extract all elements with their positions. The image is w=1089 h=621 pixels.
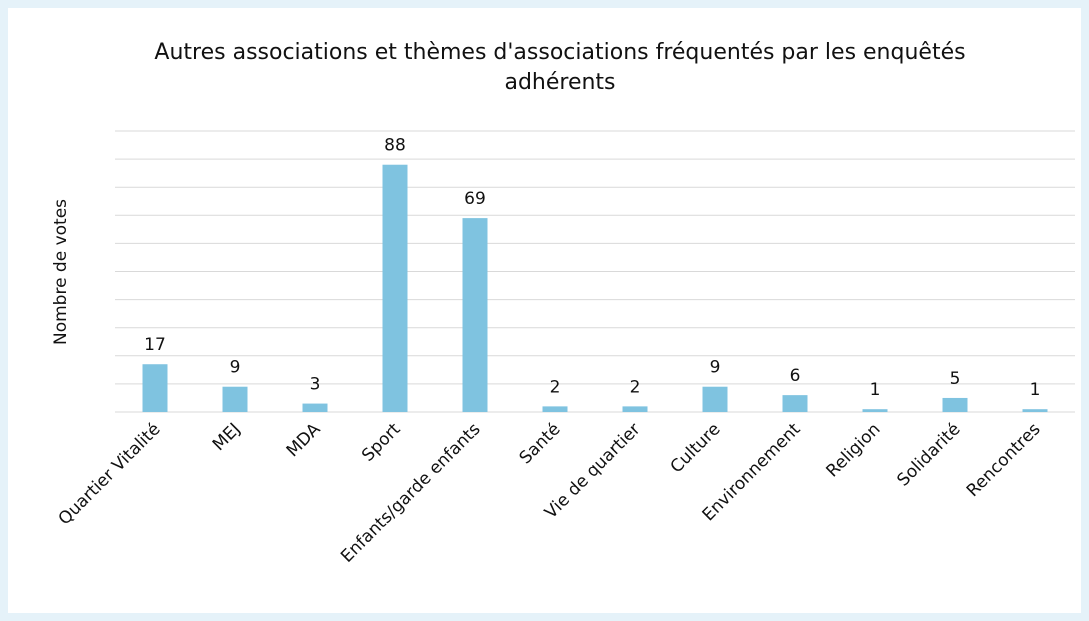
bar	[862, 409, 888, 412]
x-tick-label: Enfants/garde enfants	[337, 419, 484, 566]
bar	[1022, 409, 1048, 412]
bar	[302, 403, 328, 412]
x-tick-label: Rencontres	[963, 419, 1045, 501]
x-tick-label: Sport	[358, 419, 405, 466]
x-tick-label: MEJ	[209, 419, 245, 455]
data-label: 3	[310, 375, 321, 395]
data-label: 5	[950, 369, 961, 389]
bar	[702, 386, 728, 412]
x-tick-label: Santé	[516, 419, 565, 468]
chart-panel	[8, 8, 1081, 613]
bar	[622, 406, 648, 412]
data-label: 2	[550, 377, 561, 397]
bar	[942, 397, 968, 412]
y-axis-label: Nombre de votes	[51, 199, 71, 345]
bar	[142, 364, 168, 412]
x-tick-label: Solidarité	[893, 419, 964, 490]
data-label: 88	[384, 136, 406, 156]
x-tick-label: Culture	[667, 419, 725, 477]
bar	[382, 164, 408, 412]
data-label: 1	[870, 380, 881, 400]
data-label: 9	[710, 358, 721, 378]
data-label: 9	[230, 358, 241, 378]
x-tick-label: Quartier Vitalité	[55, 419, 165, 529]
bar	[782, 395, 808, 412]
chart-title: Autres associations et thèmes d'associat…	[154, 40, 966, 95]
data-label: 1	[1030, 380, 1041, 400]
data-label: 69	[464, 189, 486, 209]
data-label: 6	[790, 366, 801, 386]
data-label: 2	[630, 377, 641, 397]
x-tick-label: Religion	[823, 419, 885, 481]
x-tick-label: MDA	[283, 419, 325, 461]
bar	[462, 218, 488, 412]
data-label: 17	[144, 335, 166, 355]
bar	[222, 386, 248, 412]
bar	[542, 406, 568, 412]
